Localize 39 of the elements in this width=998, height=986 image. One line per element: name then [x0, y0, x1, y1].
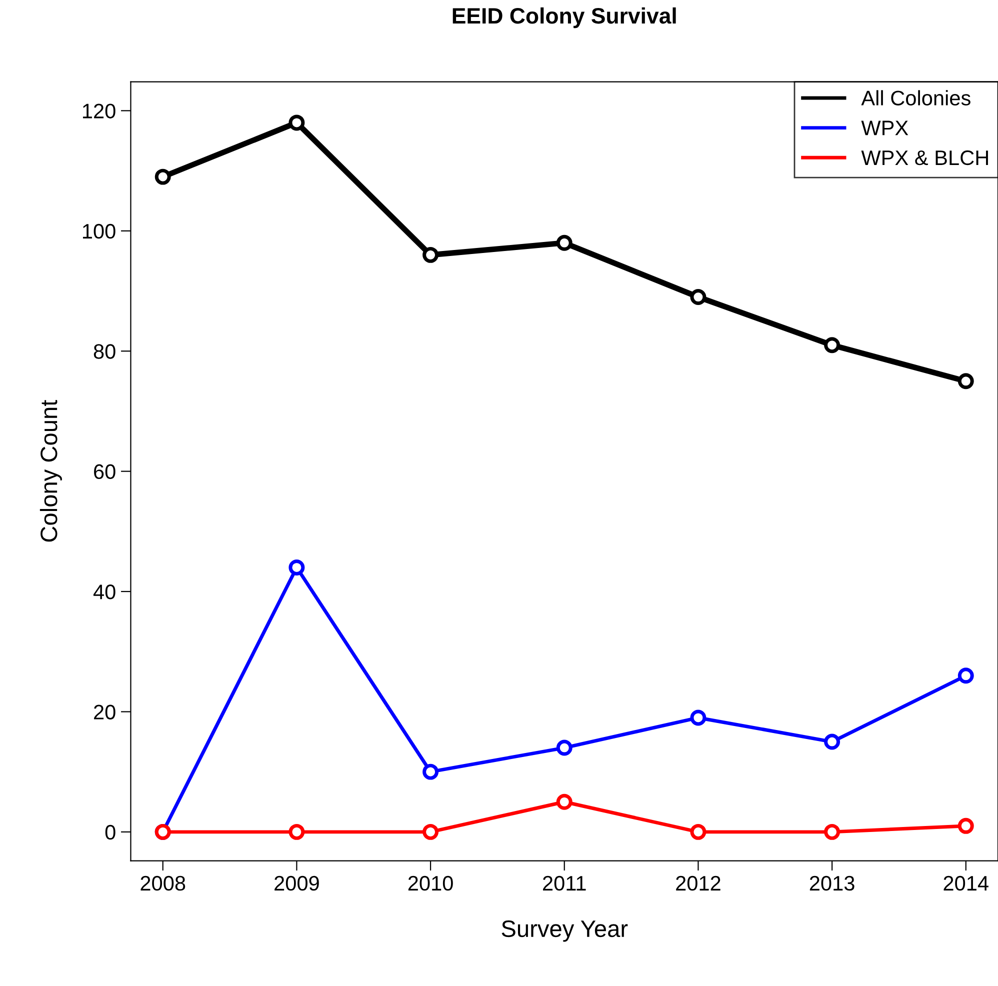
- legend-label: WPX & BLCH: [861, 150, 988, 166]
- y-tick-label: 20: [94, 704, 116, 720]
- x-tick-label: 2008: [140, 876, 186, 891]
- x-tick-label: 2012: [676, 876, 720, 891]
- point: [422, 246, 439, 263]
- y-tick-label: 0: [105, 824, 116, 840]
- point: [958, 668, 974, 684]
- point: [824, 824, 840, 840]
- point: [556, 740, 572, 756]
- x-tick-label: 2009: [274, 876, 319, 891]
- y-axis-title: Colony Count: [40, 400, 62, 542]
- y-tick-label: 100: [82, 224, 116, 239]
- point: [288, 824, 305, 840]
- y-tick-label: 120: [82, 104, 116, 118]
- point: [958, 818, 974, 834]
- point: [824, 734, 840, 750]
- chart-title: EEID Colony Survival: [452, 7, 676, 28]
- legend-label: WPX: [861, 120, 908, 136]
- point: [422, 824, 439, 840]
- point: [690, 289, 706, 305]
- legend-label: All Colonies: [861, 90, 970, 106]
- y-tick-label: 60: [94, 464, 116, 480]
- x-tick-label: 2013: [810, 876, 854, 891]
- point: [422, 764, 439, 780]
- x-tick-label: 2014: [944, 876, 988, 891]
- point: [690, 710, 706, 726]
- point: [556, 234, 572, 251]
- point: [556, 794, 572, 810]
- x-axis-title: Survey Year: [502, 920, 628, 942]
- point: [690, 824, 706, 840]
- point: [288, 559, 305, 576]
- point: [288, 114, 305, 131]
- point: [824, 337, 840, 354]
- x-tick-label: 2010: [408, 876, 453, 891]
- y-tick-label: 80: [94, 344, 116, 359]
- point: [154, 168, 171, 185]
- y-tick-label: 40: [93, 584, 116, 600]
- point: [958, 373, 974, 390]
- x-tick-label: 2011: [543, 876, 586, 891]
